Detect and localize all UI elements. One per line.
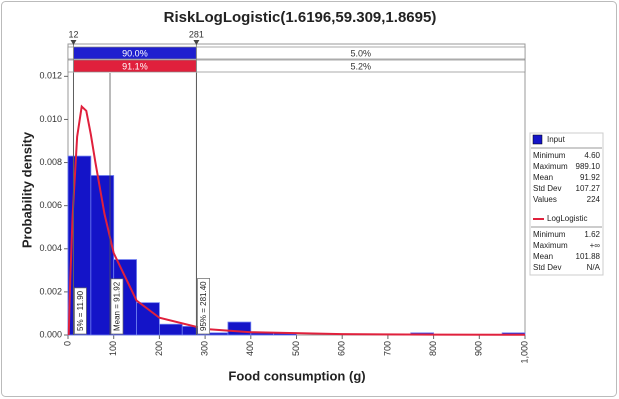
x-tick-label: 800 (428, 341, 438, 356)
stat-name: Values (533, 195, 557, 204)
stat-value: 1.62 (584, 230, 600, 239)
x-tick-label: 300 (199, 341, 209, 356)
delimiter-label: 12 (68, 29, 78, 39)
x-tick-label: 400 (245, 341, 255, 356)
prob-label: 5.2% (350, 61, 371, 71)
marker-box (197, 278, 210, 335)
stat-name: Minimum (533, 230, 566, 239)
marker-label: Mean = 91.92 (113, 281, 122, 331)
stat-name: Std Dev (533, 263, 561, 272)
x-tick-label: 0 (62, 341, 72, 346)
stat-value: 91.92 (580, 173, 601, 182)
histogram-bar (227, 321, 252, 336)
x-tick-label: 1,000 (519, 341, 529, 364)
stat-name: Minimum (533, 151, 566, 160)
y-axis-label: Probability density (19, 131, 34, 248)
prob-bar-left (67, 59, 74, 73)
x-axis-label: Food consumption (g) (228, 368, 365, 383)
x-tick-label: 100 (108, 341, 118, 356)
marker-label: 5% = 11.90 (76, 290, 85, 331)
stat-value: +∞ (590, 241, 601, 250)
prob-label: 90.0% (122, 48, 148, 58)
y-tick-label: 0.002 (39, 286, 62, 296)
x-tick-label: 200 (154, 341, 164, 356)
x-tick-label: 700 (382, 341, 392, 356)
stat-name: Maximum (533, 241, 568, 250)
y-tick-label: 0.004 (39, 243, 62, 253)
stat-name: Std Dev (533, 184, 561, 193)
prob-bar-left (67, 46, 74, 60)
x-tick-label: 500 (291, 341, 301, 356)
density-curve (67, 104, 526, 336)
stat-name: Mean (533, 173, 553, 182)
y-tick-label: 0.008 (39, 157, 62, 167)
delimiter-label: 281 (189, 29, 204, 39)
delimiter-handle (70, 40, 77, 45)
delimiter-handle (193, 40, 200, 45)
y-tick-label: 0.012 (39, 71, 62, 81)
legend-label: Input (547, 135, 566, 144)
stat-value: N/A (587, 263, 601, 272)
legend-swatch (532, 134, 543, 145)
chart-title: RiskLogLogistic(1.6196,59.309,1.8695) (164, 9, 437, 26)
stat-value: 101.88 (576, 252, 601, 261)
prob-label: 91.1% (122, 61, 148, 71)
marker-label: 95% = 281.40 (199, 281, 208, 331)
stat-value: 224 (587, 195, 601, 204)
stat-value: 4.60 (584, 151, 600, 160)
y-tick-label: 0.006 (39, 200, 62, 210)
y-tick-label: 0.000 (39, 329, 62, 339)
legend-box (529, 132, 604, 276)
prob-label: 5.0% (350, 48, 371, 58)
stat-name: Maximum (533, 162, 568, 171)
stat-value: 107.27 (576, 184, 601, 193)
marker-box (110, 278, 124, 335)
legend-label: LogLogistic (547, 214, 587, 223)
stat-name: Mean (533, 252, 553, 261)
x-tick-label: 600 (337, 341, 347, 356)
x-tick-label: 900 (474, 341, 484, 356)
stat-value: 989.10 (576, 162, 601, 171)
y-tick-label: 0.010 (39, 114, 62, 124)
histogram-bar (136, 302, 160, 336)
histogram-bar (158, 323, 183, 336)
marker-box (74, 287, 87, 335)
